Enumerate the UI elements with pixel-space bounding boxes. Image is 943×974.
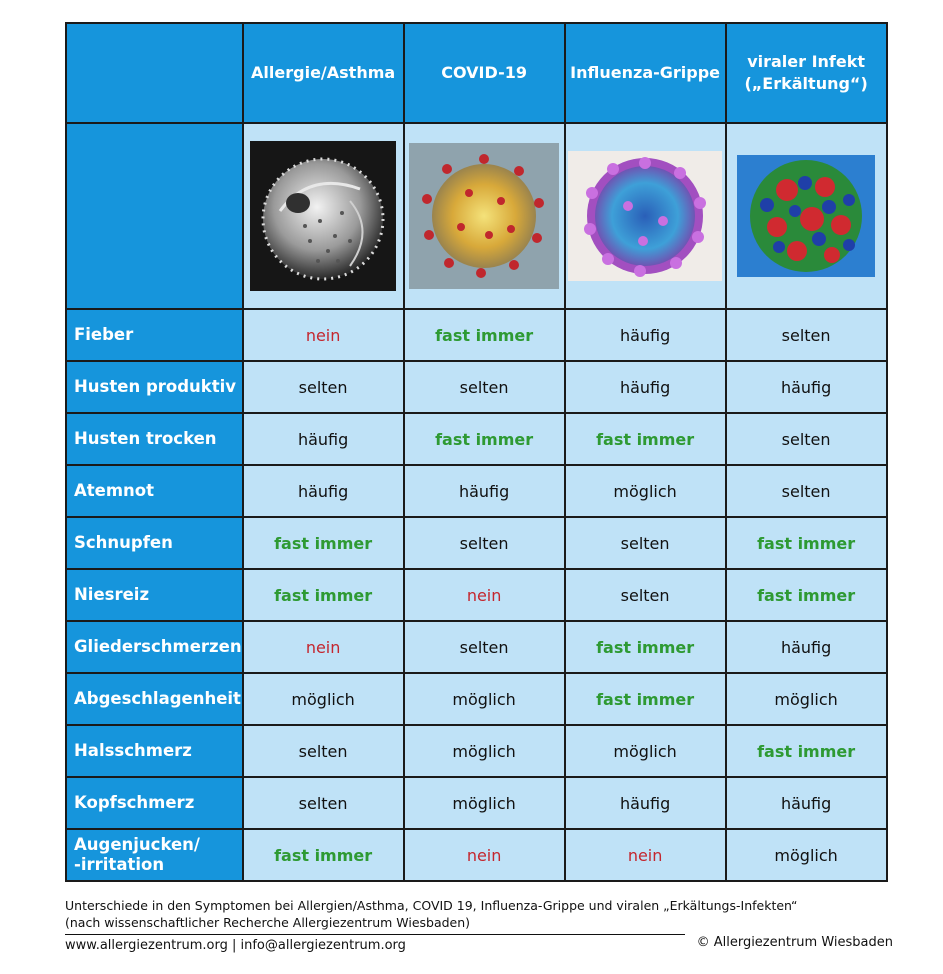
table-cell: häufig — [241, 464, 405, 518]
table-row: Gliederschmerzen nein selten fast immer häuf… — [65, 620, 888, 674]
image-row-label-cell — [65, 122, 244, 310]
table-cell: fast immer — [402, 308, 566, 362]
table-cell: selten — [724, 412, 888, 466]
column-header-covid: COVID-19 — [402, 22, 566, 124]
column-header-allergie: Allergie/Asthma — [241, 22, 405, 124]
header-row: Allergie/Asthma COVID-19 Influenza-Gripp… — [65, 22, 888, 124]
table-cell: möglich — [402, 776, 566, 830]
column-header-influenza: Influenza-Grippe — [563, 22, 727, 124]
table-cell: fast immer — [724, 516, 888, 570]
footer-contact: www.allergiezentrum.org | info@allergiez… — [65, 938, 406, 953]
header-corner-cell — [65, 22, 244, 124]
table-cell: häufig — [563, 360, 727, 414]
symptom-label: Abgeschlagenheit — [65, 672, 244, 726]
symptom-label: Fieber — [65, 308, 244, 362]
table-cell: selten — [402, 360, 566, 414]
table-cell: möglich — [563, 724, 727, 778]
image-cell-allergie — [241, 122, 405, 310]
symptom-label: Niesreiz — [65, 568, 244, 622]
symptom-label: Husten trocken — [65, 412, 244, 466]
table-row: Augenjucken/ -irritation fast immer nein ne… — [65, 828, 888, 882]
table-row: Abgeschlagenheit möglich möglich fast immer… — [65, 672, 888, 726]
image-cell-covid — [402, 122, 566, 310]
table-cell: möglich — [402, 724, 566, 778]
table-cell: selten — [402, 620, 566, 674]
table-cell: selten — [402, 516, 566, 570]
table-cell: nein — [402, 568, 566, 622]
symptom-label: Atemnot — [65, 464, 244, 518]
table-row: Niesreiz fast immer nein selten fast immer — [65, 568, 888, 622]
table-cell: möglich — [241, 672, 405, 726]
table-cell: häufig — [563, 776, 727, 830]
table-cell: fast immer — [724, 724, 888, 778]
table-cell: nein — [241, 620, 405, 674]
symptom-label: Husten produktiv — [65, 360, 244, 414]
table-row: Husten produktiv selten selten häufig häufig — [65, 360, 888, 414]
table-cell: fast immer — [241, 828, 405, 882]
footer-divider — [65, 934, 685, 935]
table-cell: selten — [724, 464, 888, 518]
table-cell: möglich — [402, 672, 566, 726]
caption-line-2: (nach wissenschaftlicher Recherche Aller… — [65, 915, 471, 930]
table-cell: selten — [724, 308, 888, 362]
influenza-virus-image — [568, 151, 723, 281]
image-cell-erkaeltung — [724, 122, 888, 310]
image-cell-influenza — [563, 122, 727, 310]
table-cell: fast immer — [402, 412, 566, 466]
table-cell: fast immer — [241, 516, 405, 570]
table-cell: häufig — [724, 776, 888, 830]
symptom-label: Kopfschmerz — [65, 776, 244, 830]
symptom-label: Augenjucken/ -irritation — [65, 828, 244, 882]
table-cell: selten — [241, 776, 405, 830]
symptom-label: Gliederschmerzen — [65, 620, 244, 674]
table-cell: nein — [563, 828, 727, 882]
table-cell: möglich — [724, 672, 888, 726]
table-row: Husten trocken häufig fast immer fast immer… — [65, 412, 888, 466]
table-cell: häufig — [563, 308, 727, 362]
table-cell: häufig — [724, 360, 888, 414]
symptom-label: Halsschmerz — [65, 724, 244, 778]
table-cell: nein — [241, 308, 405, 362]
coronavirus-image — [409, 143, 560, 289]
pollen-grain-image — [250, 141, 397, 291]
table-cell: häufig — [724, 620, 888, 674]
table-row: Schnupfen fast immer selten selten fast imme… — [65, 516, 888, 570]
table-row: Fieber nein fast immer häufig selten — [65, 308, 888, 362]
table-row: Halsschmerz selten möglich möglich fast imme… — [65, 724, 888, 778]
table-row: Atemnot häufig häufig möglich selten — [65, 464, 888, 518]
caption-line-1: Unterschiede in den Symptomen bei Allerg… — [65, 898, 798, 913]
table-cell: möglich — [563, 464, 727, 518]
image-row — [65, 122, 888, 310]
table-cell: selten — [241, 360, 405, 414]
symptom-comparison-table: Allergie/Asthma COVID-19 Influenza-Gripp… — [65, 22, 888, 882]
table-cell: möglich — [724, 828, 888, 882]
table-cell: fast immer — [563, 620, 727, 674]
table-cell: fast immer — [563, 672, 727, 726]
symptom-label: Schnupfen — [65, 516, 244, 570]
table-cell: selten — [241, 724, 405, 778]
table-cell: selten — [563, 516, 727, 570]
rhinovirus-image — [737, 155, 876, 277]
table-row: Kopfschmerz selten möglich häufig häufig — [65, 776, 888, 830]
table-cell: häufig — [402, 464, 566, 518]
table-cell: fast immer — [563, 412, 727, 466]
table-cell: nein — [402, 828, 566, 882]
column-header-erkaeltung: viraler Infekt („Erkältung“) — [724, 22, 888, 124]
table-cell: fast immer — [724, 568, 888, 622]
table-cell: selten — [563, 568, 727, 622]
table-cell: häufig — [241, 412, 405, 466]
caption: Unterschiede in den Symptomen bei Allerg… — [65, 897, 798, 931]
table-cell: fast immer — [241, 568, 405, 622]
footer-copyright: © Allergiezentrum Wiesbaden — [696, 935, 893, 950]
